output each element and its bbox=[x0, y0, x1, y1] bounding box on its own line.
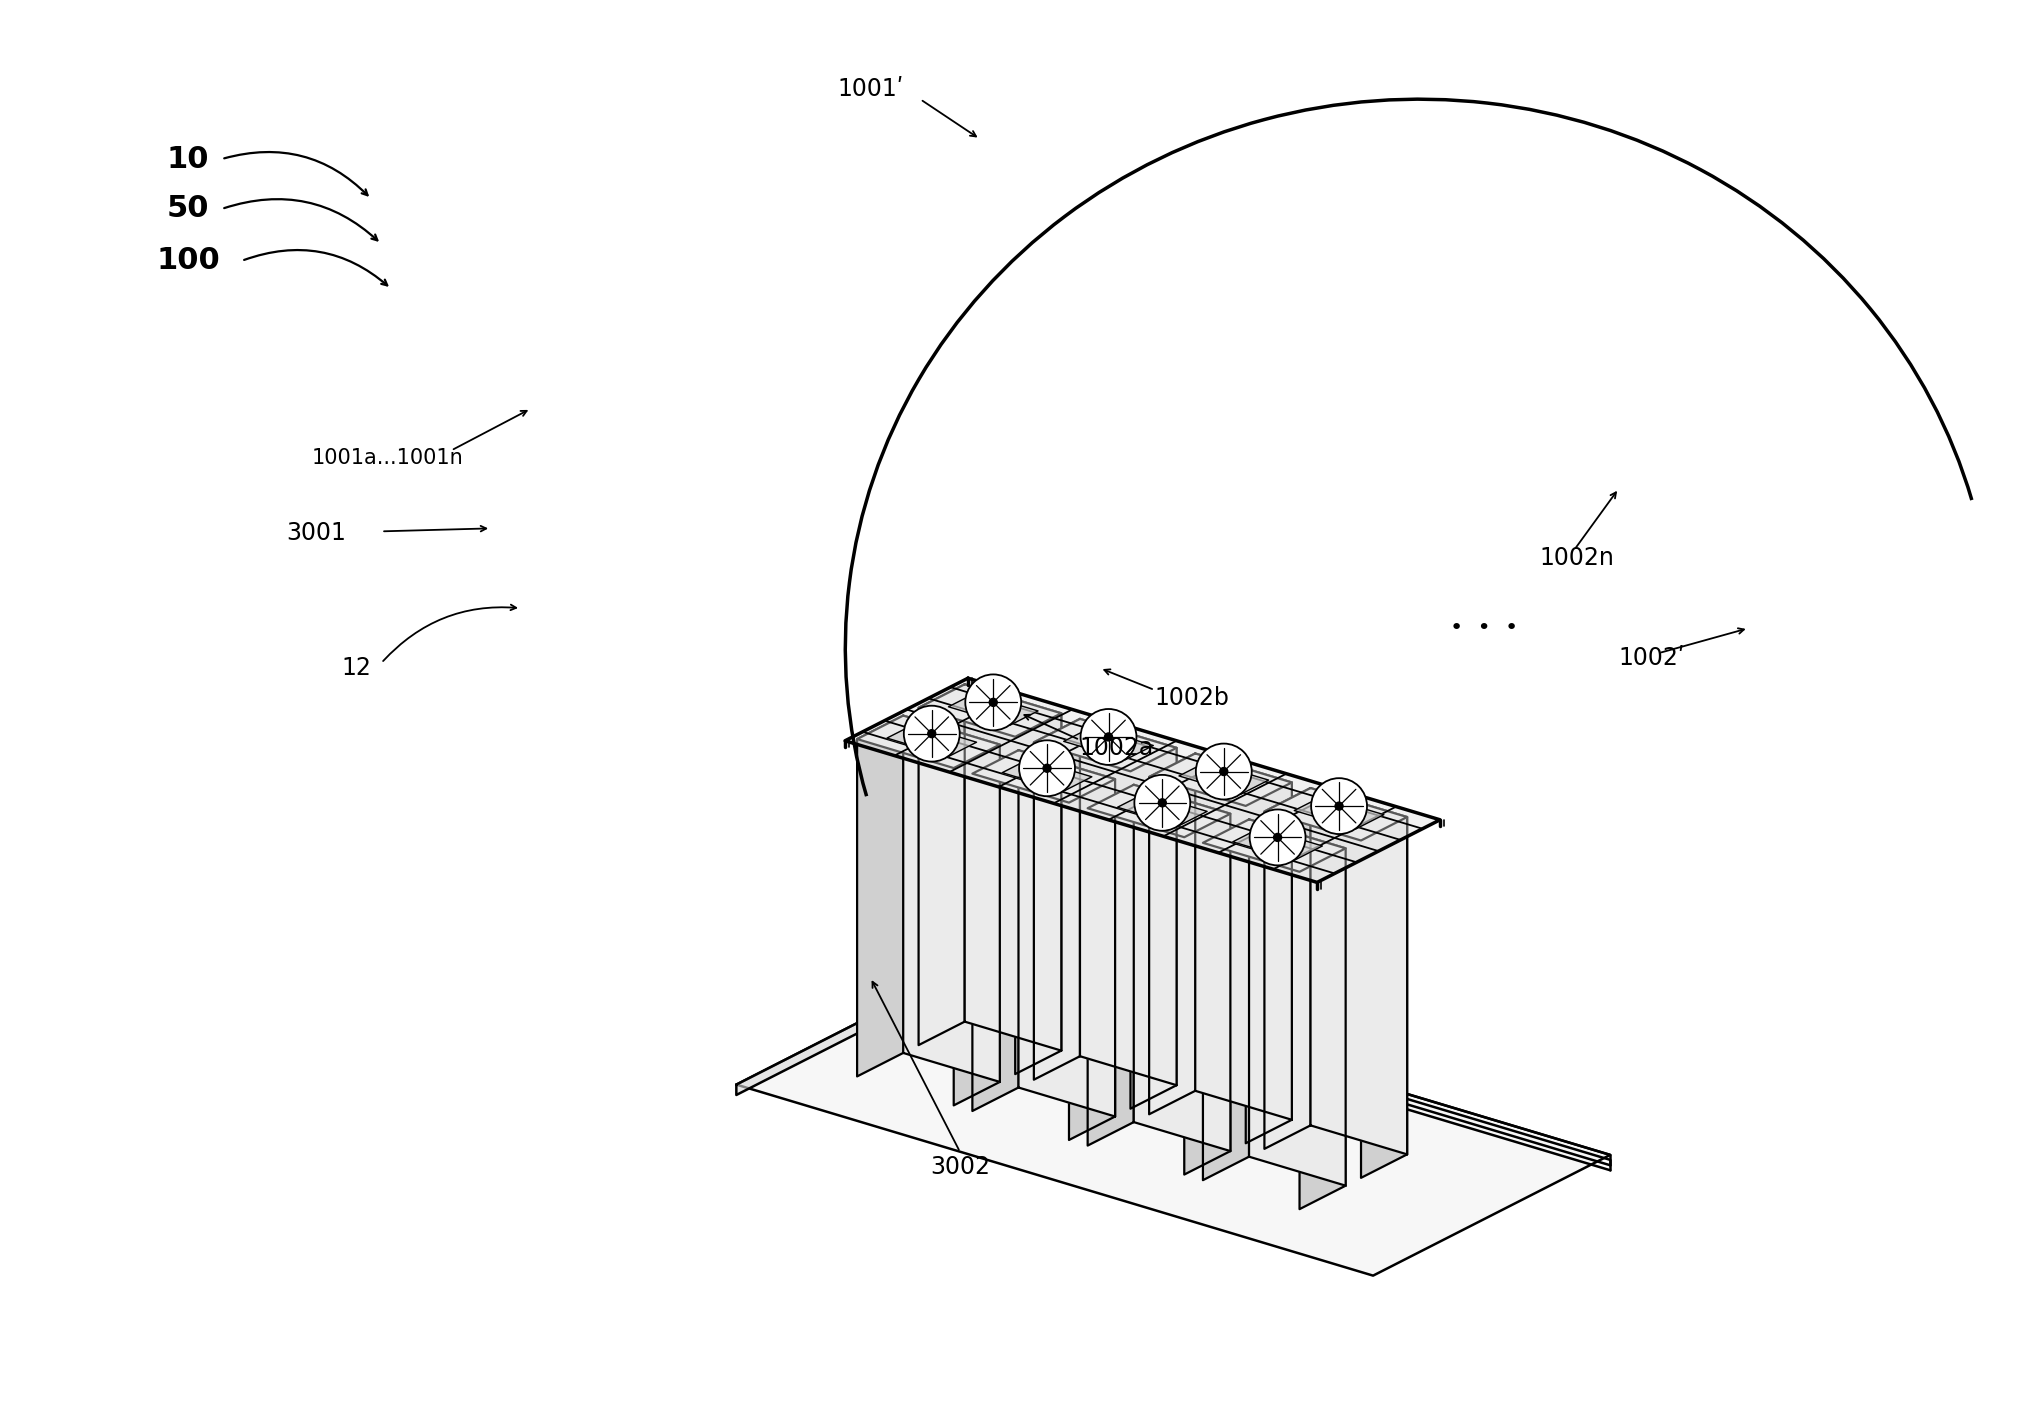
Polygon shape bbox=[1064, 727, 1153, 760]
Circle shape bbox=[1273, 834, 1281, 841]
Text: 3002: 3002 bbox=[930, 1155, 989, 1180]
Circle shape bbox=[1311, 778, 1366, 834]
Polygon shape bbox=[1034, 718, 1176, 771]
Polygon shape bbox=[1249, 820, 1346, 1185]
Polygon shape bbox=[1184, 814, 1230, 1175]
Text: 1001a...1001n: 1001a...1001n bbox=[312, 448, 462, 468]
Polygon shape bbox=[973, 750, 1018, 1111]
Polygon shape bbox=[918, 684, 1062, 737]
Circle shape bbox=[1020, 740, 1074, 797]
Polygon shape bbox=[1149, 754, 1196, 1114]
Polygon shape bbox=[1131, 748, 1176, 1108]
Circle shape bbox=[1105, 733, 1113, 741]
Polygon shape bbox=[1311, 788, 1407, 1154]
Polygon shape bbox=[1202, 820, 1346, 873]
Polygon shape bbox=[1180, 761, 1269, 794]
Polygon shape bbox=[1247, 783, 1291, 1144]
Polygon shape bbox=[1117, 793, 1208, 825]
Circle shape bbox=[1196, 744, 1253, 800]
Polygon shape bbox=[1265, 788, 1407, 841]
Polygon shape bbox=[1202, 820, 1249, 1180]
Polygon shape bbox=[1018, 750, 1115, 1117]
Polygon shape bbox=[845, 678, 1439, 883]
Circle shape bbox=[1157, 798, 1166, 807]
Circle shape bbox=[1249, 810, 1305, 865]
Polygon shape bbox=[1299, 848, 1346, 1210]
Text: 1001ʹ: 1001ʹ bbox=[837, 77, 904, 101]
Polygon shape bbox=[857, 715, 999, 768]
Circle shape bbox=[904, 705, 959, 761]
Polygon shape bbox=[1001, 758, 1093, 791]
Text: 1002b: 1002b bbox=[1155, 685, 1230, 710]
Polygon shape bbox=[949, 693, 1038, 725]
Text: 3001: 3001 bbox=[286, 521, 347, 545]
Polygon shape bbox=[736, 964, 1609, 1275]
Polygon shape bbox=[1133, 785, 1230, 1151]
Text: 1002ʹ: 1002ʹ bbox=[1620, 645, 1684, 670]
Polygon shape bbox=[904, 715, 999, 1082]
Text: 50: 50 bbox=[166, 194, 209, 224]
Polygon shape bbox=[973, 750, 1115, 803]
Polygon shape bbox=[1068, 780, 1115, 1140]
Text: 1002n: 1002n bbox=[1538, 547, 1613, 570]
Polygon shape bbox=[736, 964, 973, 1095]
Polygon shape bbox=[1034, 718, 1080, 1080]
Circle shape bbox=[1135, 775, 1190, 831]
Polygon shape bbox=[1232, 827, 1322, 860]
Polygon shape bbox=[888, 724, 977, 757]
Polygon shape bbox=[918, 684, 965, 1045]
Text: 100: 100 bbox=[156, 247, 221, 276]
Text: 12: 12 bbox=[341, 655, 371, 680]
Polygon shape bbox=[857, 715, 904, 1077]
Polygon shape bbox=[1088, 785, 1230, 837]
Circle shape bbox=[1336, 803, 1344, 810]
Polygon shape bbox=[1360, 817, 1407, 1178]
Text: 10: 10 bbox=[166, 144, 209, 174]
Text: •  •  •: • • • bbox=[1449, 618, 1518, 638]
Polygon shape bbox=[1088, 785, 1133, 1145]
Circle shape bbox=[1220, 767, 1228, 775]
Polygon shape bbox=[1149, 754, 1291, 805]
Polygon shape bbox=[1295, 797, 1384, 830]
Polygon shape bbox=[1080, 718, 1176, 1085]
Circle shape bbox=[1080, 708, 1137, 765]
Polygon shape bbox=[965, 684, 1062, 1051]
Circle shape bbox=[928, 730, 936, 738]
Polygon shape bbox=[1265, 788, 1311, 1150]
Polygon shape bbox=[1196, 754, 1291, 1120]
Text: 1002a: 1002a bbox=[1080, 735, 1153, 760]
Circle shape bbox=[965, 674, 1022, 730]
Circle shape bbox=[1044, 764, 1052, 773]
Polygon shape bbox=[955, 744, 999, 1105]
Polygon shape bbox=[1016, 713, 1062, 1074]
Circle shape bbox=[989, 698, 997, 707]
